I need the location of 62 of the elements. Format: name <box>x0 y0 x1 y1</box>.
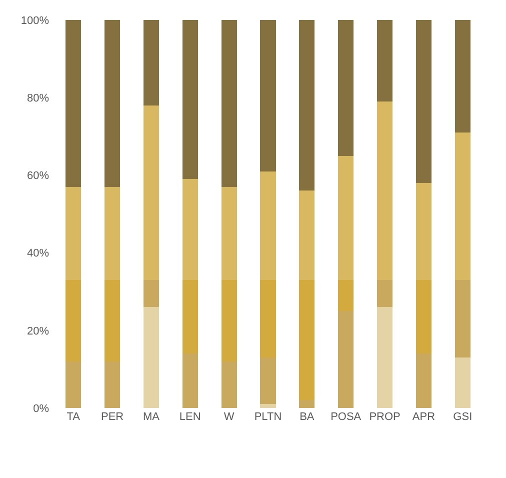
bar <box>221 280 237 362</box>
bar <box>416 20 432 183</box>
x-tick-label: PROP <box>369 411 400 423</box>
bar <box>377 20 393 102</box>
bar <box>299 280 315 400</box>
bar <box>260 20 276 172</box>
y-tick-label: 100% <box>20 14 50 27</box>
bar <box>416 280 432 354</box>
bar <box>338 20 354 156</box>
bar <box>260 358 276 404</box>
x-tick-label: GSI <box>453 411 472 423</box>
bar <box>221 361 237 408</box>
bar <box>260 404 276 408</box>
bar <box>66 20 82 187</box>
bar <box>338 280 354 311</box>
bar <box>338 311 354 408</box>
x-tick-label: LEN <box>179 411 201 423</box>
bar <box>143 307 159 408</box>
bar <box>221 20 237 187</box>
y-tick-label: 80% <box>26 92 50 104</box>
bar <box>143 280 159 308</box>
bar <box>377 101 393 280</box>
bar <box>299 190 315 280</box>
y-tick-label: 0% <box>33 402 50 415</box>
bar <box>221 186 237 280</box>
x-tick-label: PLTN <box>254 411 282 423</box>
bar <box>377 280 393 308</box>
bar <box>182 280 198 354</box>
x-tick-label: W <box>224 411 235 423</box>
bar <box>66 361 82 408</box>
bar <box>66 186 82 280</box>
x-tick-label: POSA <box>330 411 362 423</box>
bar <box>104 20 120 187</box>
bar <box>416 354 432 408</box>
x-tick-label: TA <box>66 411 81 423</box>
bar <box>454 358 470 408</box>
bar <box>104 361 120 408</box>
bar <box>454 132 470 280</box>
bar <box>104 186 120 280</box>
bar <box>182 179 198 280</box>
y-tick-label: 60% <box>26 170 50 182</box>
bar <box>454 20 470 133</box>
y-tick-label: 40% <box>26 248 50 260</box>
bar <box>299 400 315 408</box>
bar <box>260 171 276 280</box>
bar <box>338 156 354 280</box>
bar <box>143 20 159 106</box>
bar <box>182 20 198 180</box>
bar <box>104 280 120 362</box>
bar <box>182 354 198 408</box>
x-tick-label: BA <box>300 411 315 423</box>
bar <box>377 307 393 408</box>
x-tick-label: APR <box>412 411 436 423</box>
bar <box>416 182 432 280</box>
bar <box>454 280 470 358</box>
y-tick-label: 20% <box>26 325 50 338</box>
x-tick-label: MA <box>142 411 160 423</box>
bar <box>143 105 159 280</box>
bar <box>299 20 315 191</box>
bar <box>260 280 276 358</box>
x-tick-label: PER <box>100 411 124 423</box>
bar <box>66 280 82 362</box>
